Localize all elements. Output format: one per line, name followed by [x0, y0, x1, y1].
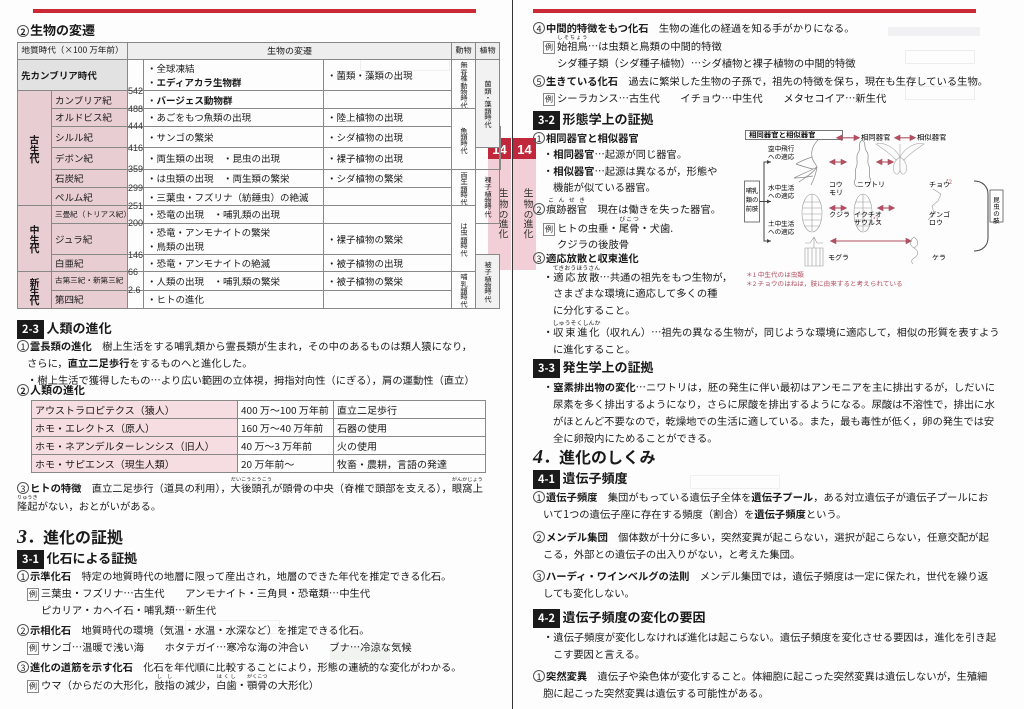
svg-text:相似器官: 相似器官: [917, 132, 947, 143]
svg-text:モグラ: モグラ: [828, 253, 849, 263]
svg-text:類の: 類の: [746, 195, 759, 204]
svg-text:ロウ: ロウ: [929, 218, 943, 228]
svg-text:ケラ: ケラ: [932, 253, 946, 263]
svg-text:肢: 肢: [993, 216, 1000, 225]
svg-text:前肢: 前肢: [746, 204, 759, 213]
svg-text:モリ: モリ: [829, 188, 843, 198]
svg-text:相同器官と相似器官: 相同器官と相似器官: [748, 129, 816, 140]
svg-text:への適応: への適応: [768, 151, 795, 161]
svg-text:への適応: への適応: [768, 226, 795, 236]
svg-text:＊2 チョウのはねは，肢に由来すると考えられている: ＊2 チョウのはねは，肢に由来すると考えられている: [746, 278, 903, 288]
svg-text:への適応: への適応: [768, 190, 795, 200]
svg-text:相同器官: 相同器官: [861, 132, 891, 143]
svg-text:クジラ: クジラ: [829, 210, 850, 220]
svg-text:ニワトリ: ニワトリ: [857, 180, 885, 190]
svg-text:*2: *2: [946, 177, 952, 186]
svg-text:哺乳: 哺乳: [746, 186, 759, 195]
svg-text:*1: *1: [873, 215, 879, 224]
